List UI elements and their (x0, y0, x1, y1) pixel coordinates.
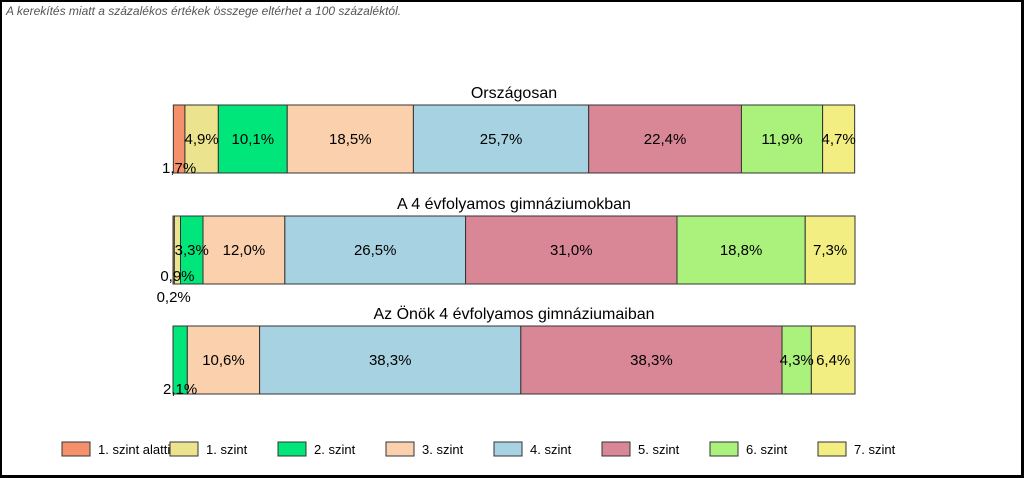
data-label: 4,3% (780, 352, 814, 369)
data-label: 7,3% (813, 242, 847, 259)
data-label: 26,5% (354, 242, 397, 259)
data-label: 31,0% (550, 242, 593, 259)
bar-segment (184, 104, 219, 174)
legend-label: 5. szint (638, 442, 680, 457)
legend-swatch (277, 441, 307, 457)
data-label: 2,1% (163, 381, 197, 398)
data-label: 12,0% (223, 242, 266, 259)
legend-label: 7. szint (854, 442, 896, 457)
legend-label: 6. szint (746, 442, 788, 457)
legend-label: 1. szint alatti (98, 442, 170, 457)
bar-segment (286, 104, 414, 174)
data-label: 10,6% (202, 352, 245, 369)
legend-label: 2. szint (314, 442, 356, 457)
legend-swatch (385, 441, 415, 457)
legend-swatch (709, 441, 739, 457)
bar-title: A 4 évfolyamos gimnáziumokban (397, 196, 631, 213)
bar-title: Az Önök 4 évfolyamos gimnáziumaiban (373, 305, 654, 323)
bar-segment (810, 325, 856, 395)
data-label: 0,9% (160, 268, 194, 285)
legend-label: 3. szint (422, 442, 464, 457)
data-label: 4,7% (822, 131, 856, 148)
bar-segment (588, 104, 742, 174)
legend-swatch (817, 441, 847, 457)
bar-segment (465, 215, 678, 285)
data-label: 0,2% (157, 289, 191, 306)
data-label: 38,3% (369, 352, 412, 369)
data-label: 4,9% (185, 131, 219, 148)
bar-title: Országosan (471, 85, 557, 102)
bar-segment (804, 215, 856, 285)
legend-swatch (169, 441, 199, 457)
data-label: 18,8% (720, 242, 763, 259)
bar-segment (202, 215, 286, 285)
bar-segment (676, 215, 806, 285)
legend-label: 4. szint (530, 442, 572, 457)
bar-segment (781, 325, 812, 395)
data-label: 3,3% (175, 242, 209, 259)
bar-segment (259, 325, 522, 395)
legend-swatch (601, 441, 631, 457)
data-label: 1,7% (162, 160, 196, 177)
bar-segment (284, 215, 467, 285)
data-label: 10,1% (232, 131, 275, 148)
bar-segment (412, 104, 590, 174)
rounding-note: A kerekítés miatt a százalékos értékek ö… (6, 4, 402, 18)
legend-label: 1. szint (206, 442, 248, 457)
data-label: 22,4% (644, 131, 687, 148)
data-label: 11,9% (761, 131, 802, 148)
bar-segment (822, 104, 856, 174)
data-label: 6,4% (816, 352, 850, 369)
legend-swatch (61, 441, 91, 457)
legend-swatch (493, 441, 523, 457)
bar-segment (740, 104, 824, 174)
data-label: 25,7% (480, 131, 523, 148)
data-label: 18,5% (329, 131, 372, 148)
data-label: 38,3% (630, 352, 673, 369)
